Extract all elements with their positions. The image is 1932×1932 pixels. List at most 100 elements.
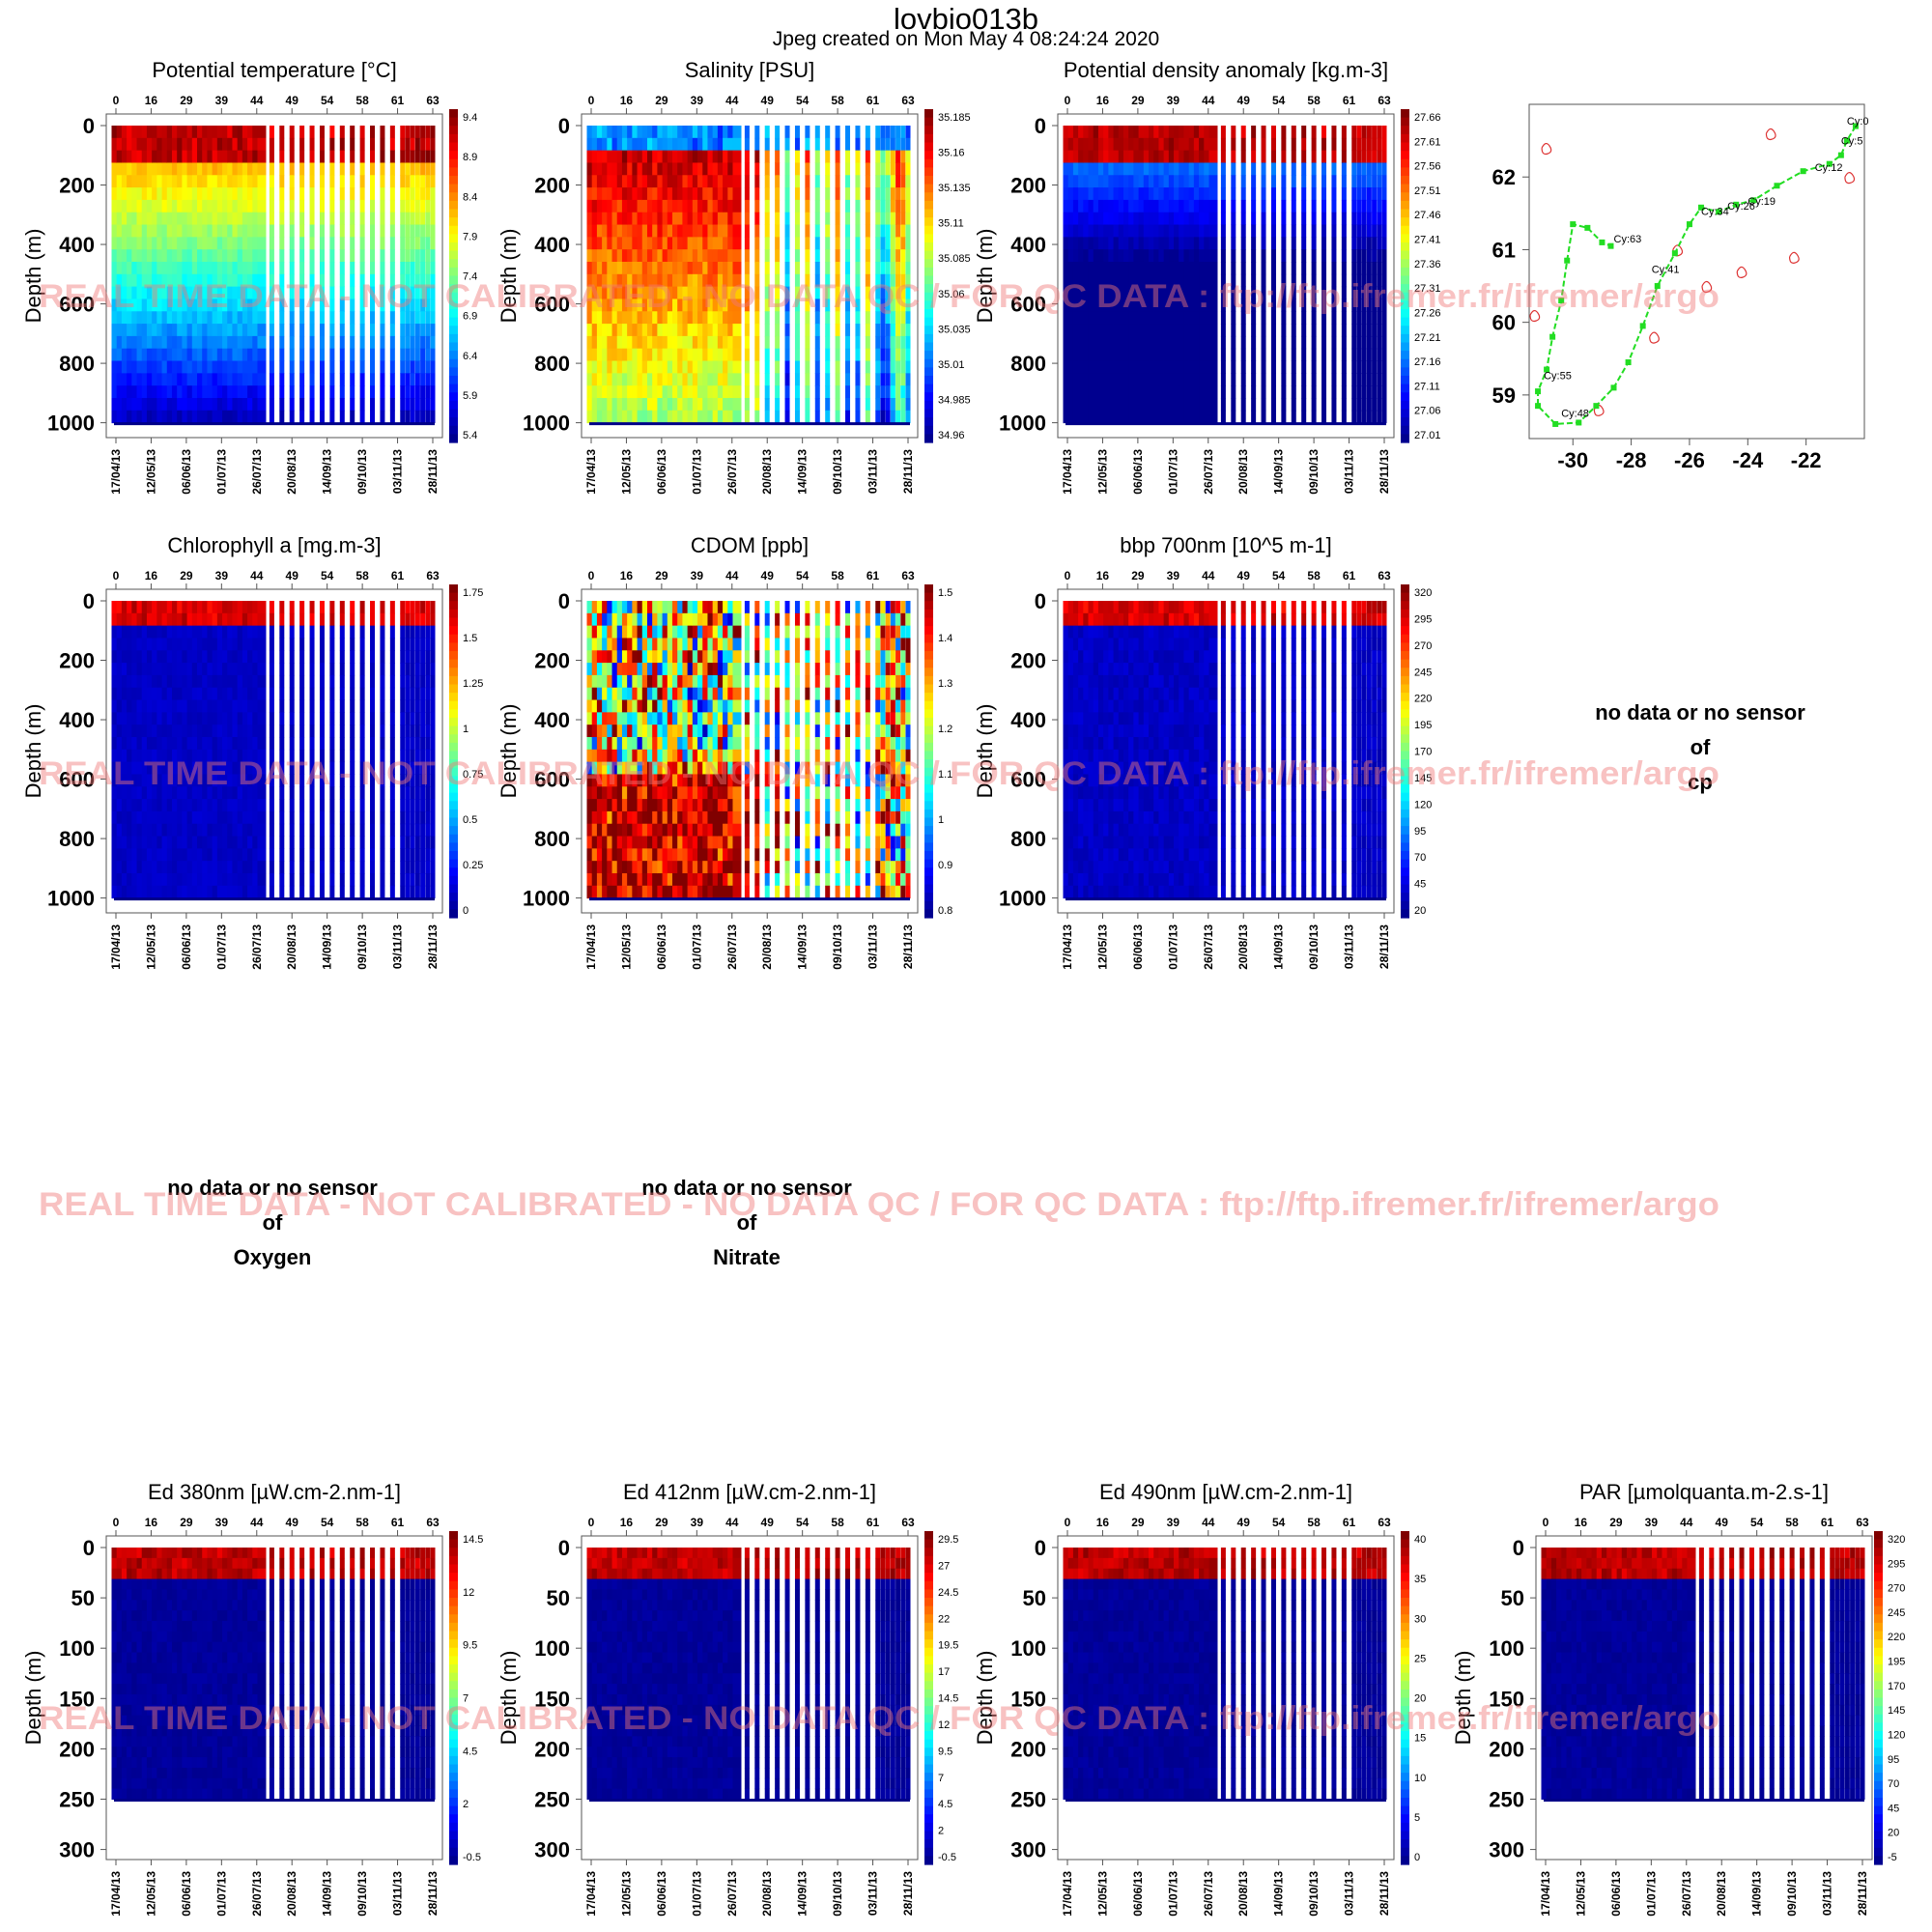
- profile-segment: [227, 774, 237, 787]
- profile-segment: [216, 699, 226, 713]
- colorbar-swatch: [449, 351, 458, 360]
- profile-segment: [177, 749, 186, 763]
- profile-segment: [329, 687, 335, 701]
- profile-segment: [242, 836, 251, 849]
- profile-segment: [805, 373, 810, 386]
- profile-segment: [1153, 397, 1163, 412]
- profile-segment: [1321, 237, 1327, 250]
- profile-segment: [289, 836, 295, 849]
- profile-segment: [692, 150, 701, 163]
- profile-segment: [835, 324, 840, 337]
- profile-segment: [732, 237, 742, 250]
- profile-segment: [1133, 212, 1143, 226]
- profile-segment: [1103, 335, 1113, 350]
- profile-segment: [1321, 175, 1327, 188]
- profile-segment: [156, 699, 166, 713]
- profile-segment: [1351, 162, 1357, 176]
- profile-segment: [279, 749, 285, 763]
- float-position: [1535, 403, 1542, 410]
- profile-segment: [744, 137, 750, 152]
- profile-segment: [207, 212, 216, 226]
- profile-segment: [1204, 348, 1213, 362]
- colorbar-swatch: [1401, 425, 1409, 435]
- profile-segment: [1153, 162, 1163, 176]
- profile-segment: [152, 774, 161, 787]
- float-position: [1733, 201, 1740, 208]
- profile-segment: [764, 187, 770, 201]
- profile-segment: [697, 261, 707, 275]
- profile-segment: [1321, 348, 1327, 362]
- date-tick-label: 01/07/13: [1166, 449, 1179, 495]
- profile-segment: [171, 650, 181, 664]
- profile-segment: [1331, 261, 1337, 275]
- profile-segment: [1103, 324, 1113, 337]
- profile-segment: [1097, 126, 1107, 139]
- profile-segment: [825, 212, 831, 226]
- profile-segment: [410, 126, 415, 139]
- profile-segment: [127, 674, 136, 689]
- profile-segment: [257, 224, 267, 238]
- profile-segment: [247, 786, 257, 800]
- profile-segment: [171, 187, 181, 201]
- profile-segment: [1103, 212, 1113, 226]
- profile-segment: [682, 397, 692, 412]
- profile-segment: [641, 324, 651, 337]
- profile-segment: [1143, 187, 1152, 201]
- profile-segment: [141, 397, 151, 412]
- profile-segment: [152, 175, 161, 188]
- profile-segment: [182, 224, 191, 238]
- profile-segment: [136, 601, 146, 614]
- profile-segment: [1331, 397, 1337, 412]
- profile-segment: [1270, 397, 1276, 412]
- profile-segment: [682, 360, 692, 374]
- profile-segment: [1163, 311, 1173, 325]
- colorbar-label: 5.9: [463, 390, 477, 402]
- profile-segment: [1321, 324, 1327, 337]
- profile-segment: [697, 212, 707, 226]
- profile-segment: [900, 385, 906, 399]
- profile-segment: [222, 273, 232, 288]
- profile-segment: [1301, 410, 1307, 424]
- profile-segment: [1133, 360, 1143, 374]
- profile-segment: [1083, 126, 1093, 139]
- profile-segment: [152, 335, 161, 350]
- profile-segment: [1361, 335, 1367, 350]
- profile-segment: [222, 373, 232, 386]
- profile-segment: [359, 712, 365, 725]
- profile-segment: [212, 724, 221, 738]
- profile-segment: [1153, 324, 1163, 337]
- profile-segment: [191, 224, 201, 238]
- colorbar-swatch: [924, 234, 933, 243]
- profile-segment: [712, 385, 722, 399]
- profile-segment: [247, 273, 257, 288]
- profile-segment: [141, 761, 151, 775]
- profile-segment: [1188, 348, 1198, 362]
- profile-segment: [289, 261, 295, 275]
- profile-segment: [299, 836, 305, 849]
- profile-segment: [202, 324, 212, 337]
- profile-segment: [299, 872, 305, 887]
- profile-segment: [207, 699, 216, 713]
- depth-tick-label: 400: [59, 233, 95, 257]
- profile-segment: [672, 385, 682, 399]
- profile-segment: [232, 848, 242, 862]
- profile-segment: [784, 237, 790, 250]
- profile-segment: [237, 397, 246, 412]
- profile-segment: [602, 385, 611, 399]
- profile-segment: [257, 286, 267, 299]
- profile-segment: [111, 799, 121, 812]
- profile-segment: [1174, 187, 1183, 201]
- profile-segment: [197, 724, 207, 738]
- profile-segment: [152, 261, 161, 275]
- profile-segment: [1377, 150, 1382, 163]
- profile-segment: [1220, 249, 1226, 263]
- profile-segment: [166, 150, 176, 163]
- profile-segment: [744, 199, 750, 213]
- profile-segment: [1097, 199, 1107, 213]
- profile-segment: [732, 286, 742, 299]
- profile-segment: [116, 712, 126, 725]
- profile-segment: [1128, 137, 1138, 152]
- profile-segment: [309, 224, 315, 238]
- profile-segment: [1179, 137, 1188, 152]
- profile-segment: [247, 799, 257, 812]
